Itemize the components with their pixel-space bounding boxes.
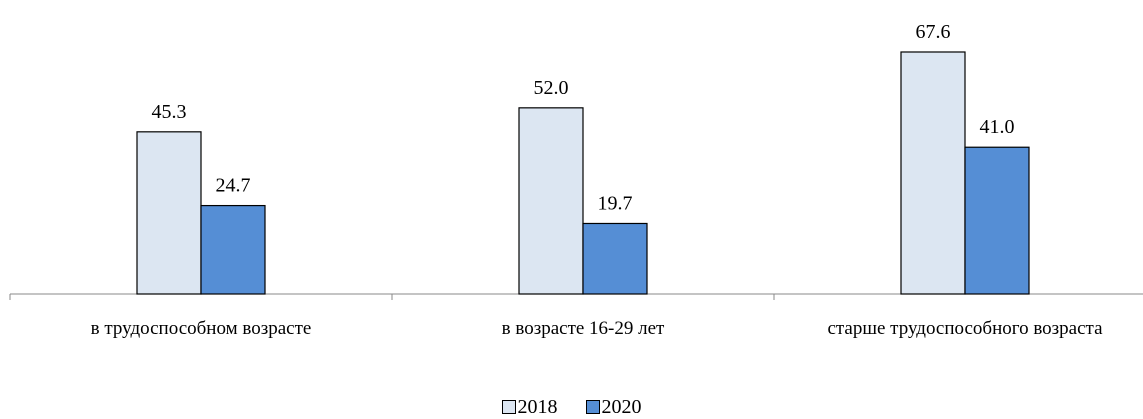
data-label: 52.0 — [534, 77, 569, 99]
bar — [518, 107, 584, 295]
x-tick-label: в возрасте 16-29 лет — [501, 318, 665, 339]
data-label: 67.6 — [916, 21, 951, 43]
legend-swatch — [501, 400, 516, 414]
data-label: 19.7 — [598, 192, 633, 214]
bar — [582, 222, 648, 295]
bar — [900, 51, 966, 295]
legend: 2018 2020 — [0, 396, 1143, 418]
legend-label: 2018 — [517, 396, 558, 418]
bar — [964, 146, 1030, 295]
data-label: 41.0 — [980, 116, 1015, 138]
x-tick-label: старше трудоспособного возраста — [827, 318, 1103, 339]
legend-item: 2018 — [501, 396, 558, 418]
bar — [136, 131, 202, 295]
legend-label: 2020 — [601, 396, 642, 418]
data-label: 24.7 — [216, 175, 251, 197]
bar — [200, 204, 266, 295]
x-tick-label: в трудоспособном возрасте — [90, 318, 312, 339]
legend-item: 2020 — [585, 396, 642, 418]
legend-swatch — [585, 400, 600, 414]
data-label: 45.3 — [152, 101, 187, 123]
